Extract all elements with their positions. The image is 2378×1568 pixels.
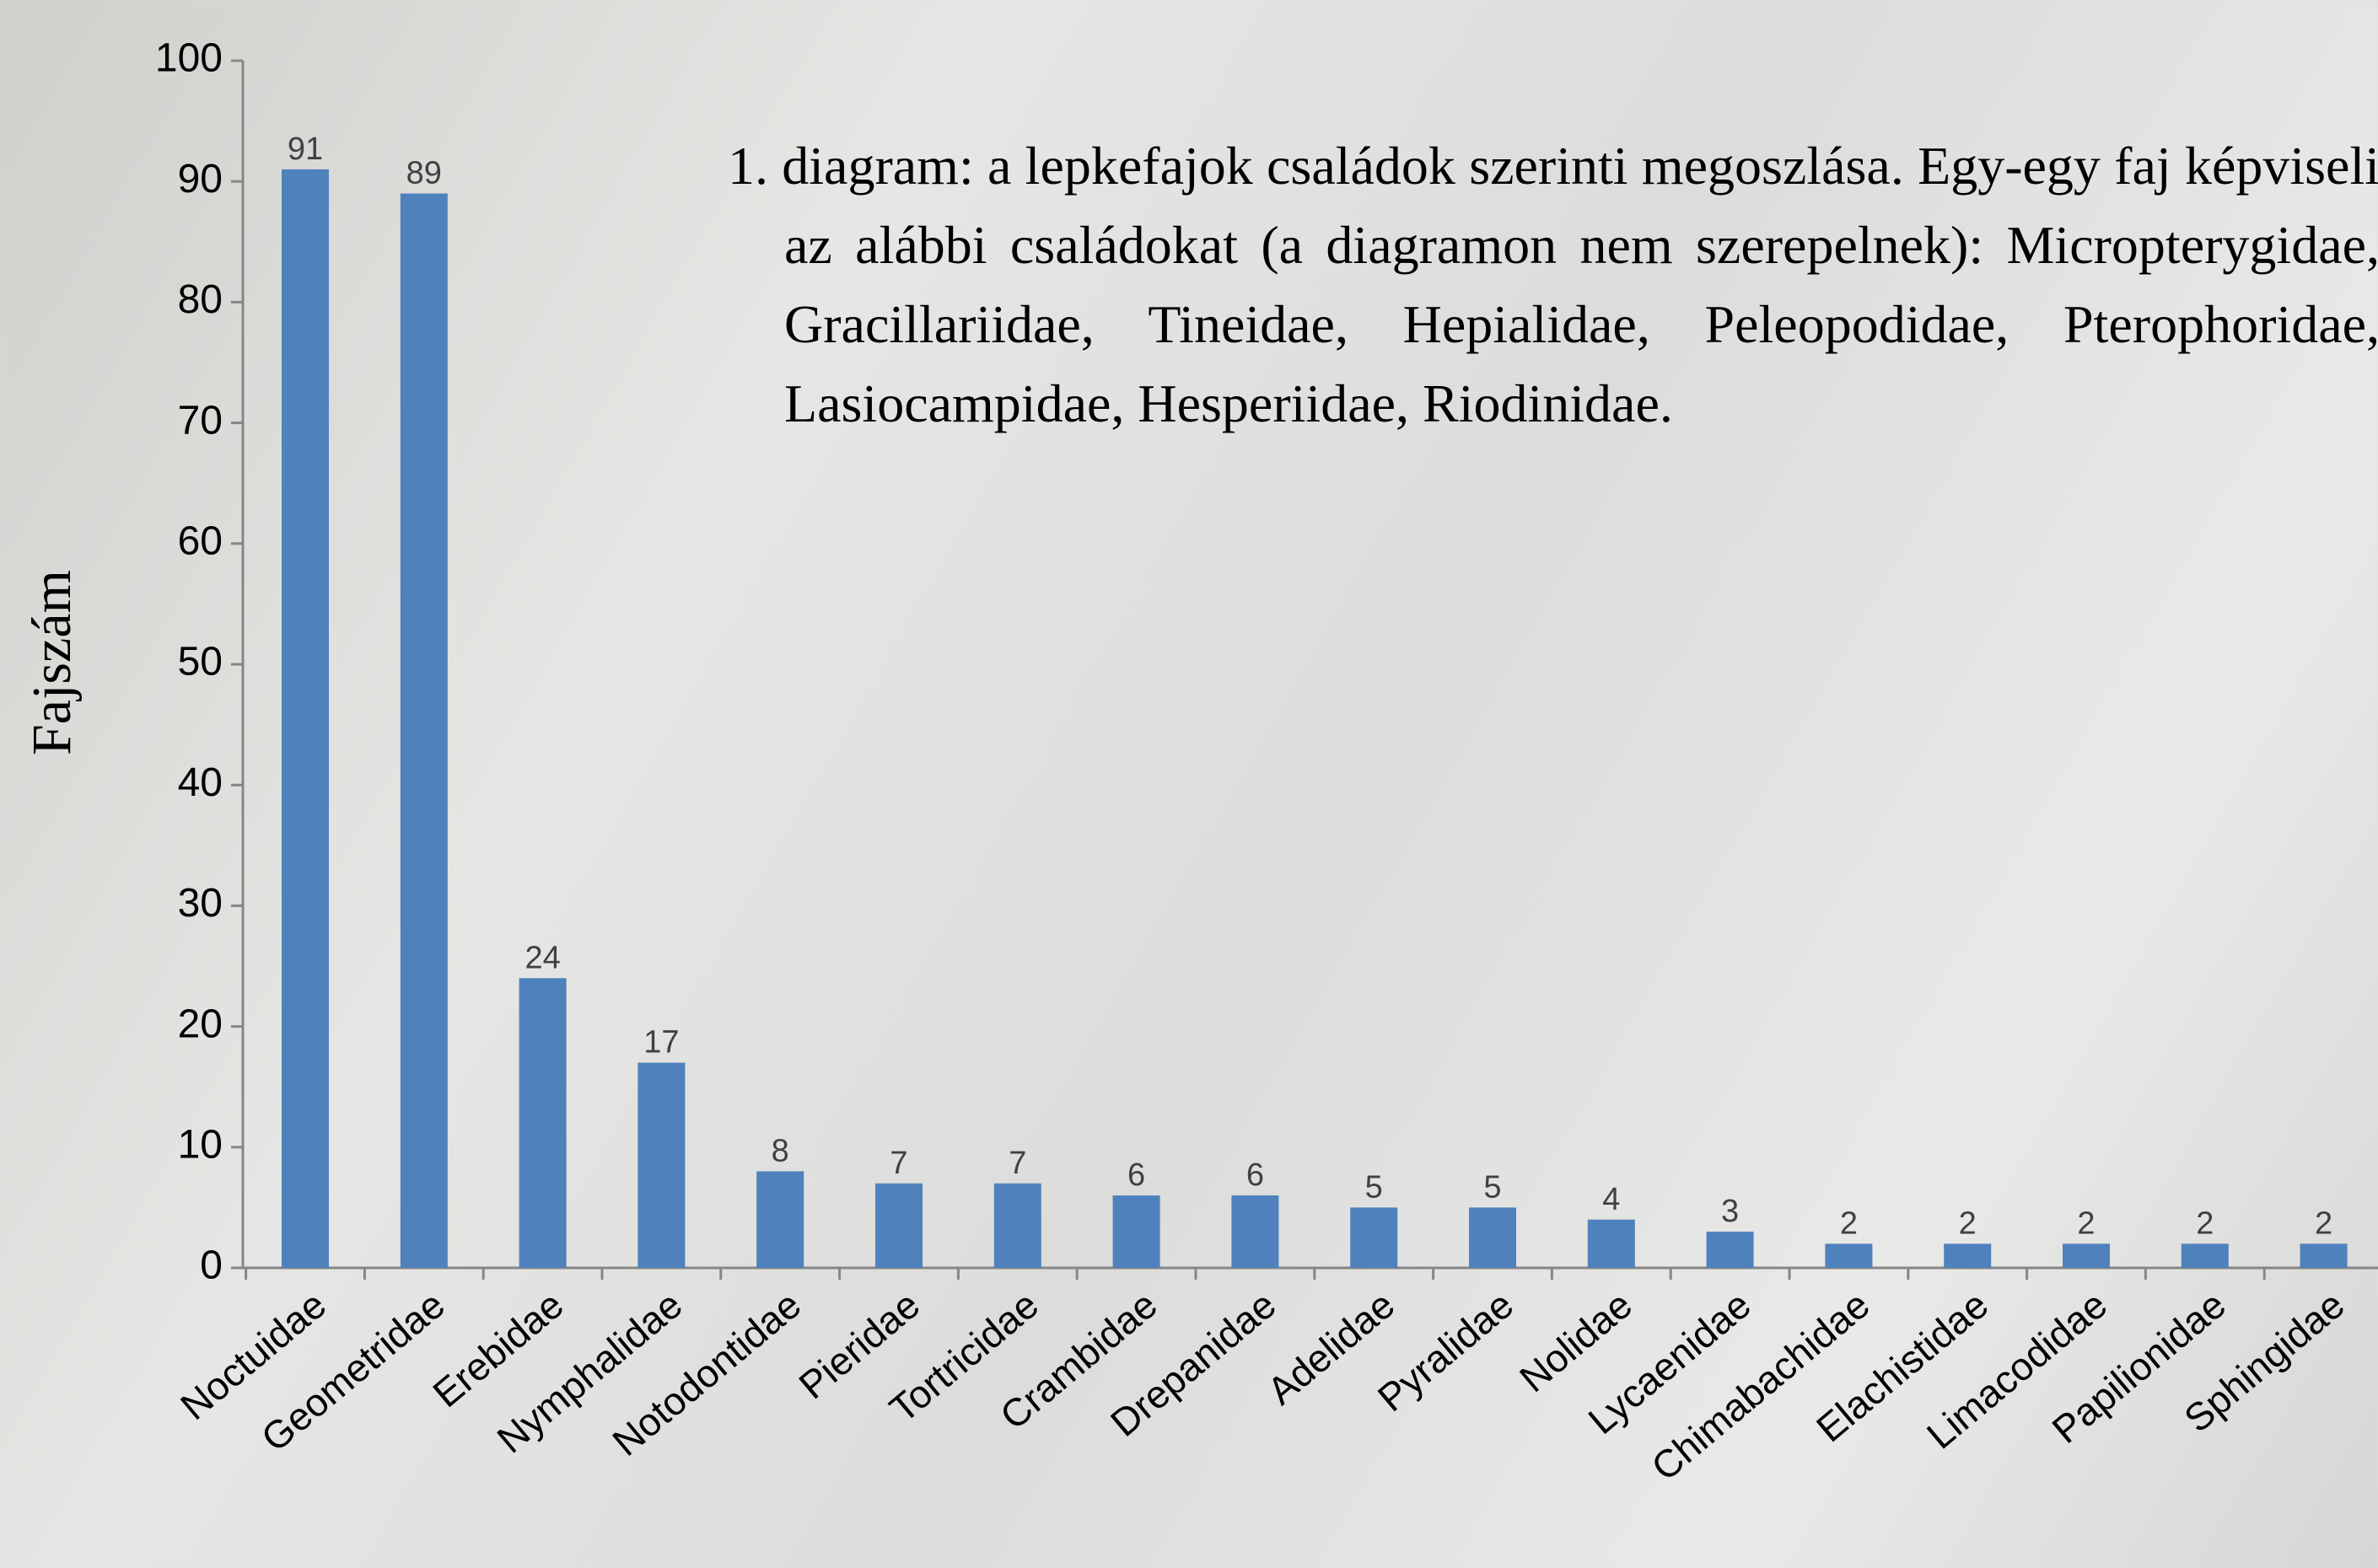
value-label: 6 [1127, 1157, 1145, 1193]
value-label: 24 [525, 940, 560, 975]
bar [1707, 1232, 1754, 1268]
y-tick-label: 80 [178, 277, 223, 322]
value-label: 5 [1483, 1169, 1501, 1205]
y-tick-label: 70 [178, 398, 223, 443]
chart-title: 1. diagram: a lepkefajok családok szerin… [728, 126, 2378, 443]
y-tick-label: 10 [178, 1122, 223, 1167]
value-label: 7 [1009, 1146, 1026, 1181]
value-label: 17 [643, 1025, 679, 1061]
value-label: 2 [2315, 1206, 2332, 1241]
bar [1588, 1220, 1635, 1268]
y-tick-label: 30 [178, 881, 223, 926]
x-tick-label: Chimabachidae [1643, 1282, 1877, 1489]
y-tick-label: 20 [178, 1001, 223, 1046]
value-label: 7 [890, 1146, 907, 1181]
value-label: 2 [2196, 1206, 2214, 1241]
bar [1231, 1195, 1278, 1268]
bar [1113, 1195, 1160, 1268]
y-tick-label: 50 [178, 640, 223, 685]
bar [875, 1184, 923, 1268]
y-tick-label: 90 [178, 157, 223, 201]
value-label: 5 [1365, 1169, 1383, 1205]
y-tick-label: 100 [155, 36, 223, 81]
value-label: 6 [1246, 1157, 1264, 1193]
value-label: 8 [772, 1133, 789, 1168]
bar [2182, 1243, 2229, 1268]
bar [1825, 1243, 1872, 1268]
bar [1469, 1207, 1516, 1268]
bar [2063, 1243, 2110, 1268]
x-tick-label: Pyralidae [1369, 1282, 1521, 1420]
y-tick-label: 40 [178, 760, 223, 805]
bar [994, 1184, 1041, 1268]
bar [282, 169, 329, 1268]
value-label: 91 [288, 132, 323, 167]
value-label: 2 [1959, 1206, 1977, 1241]
bar [1944, 1243, 1991, 1268]
bar [1350, 1207, 1397, 1268]
value-label: 4 [1602, 1182, 1620, 1217]
bar [519, 978, 567, 1268]
bar [401, 194, 448, 1268]
page: {"chart_data": {"type": "bar", "title": … [0, 0, 2378, 1568]
bar [2300, 1243, 2348, 1268]
bar [756, 1171, 804, 1268]
y-tick-label: 0 [200, 1243, 223, 1288]
value-label: 3 [1721, 1194, 1739, 1229]
y-axis-label: Fajszám [21, 570, 83, 755]
bar [638, 1063, 685, 1268]
value-label: 89 [406, 156, 442, 191]
y-tick-label: 60 [178, 518, 223, 563]
value-label: 2 [2077, 1206, 2095, 1241]
value-label: 2 [1840, 1206, 1858, 1241]
